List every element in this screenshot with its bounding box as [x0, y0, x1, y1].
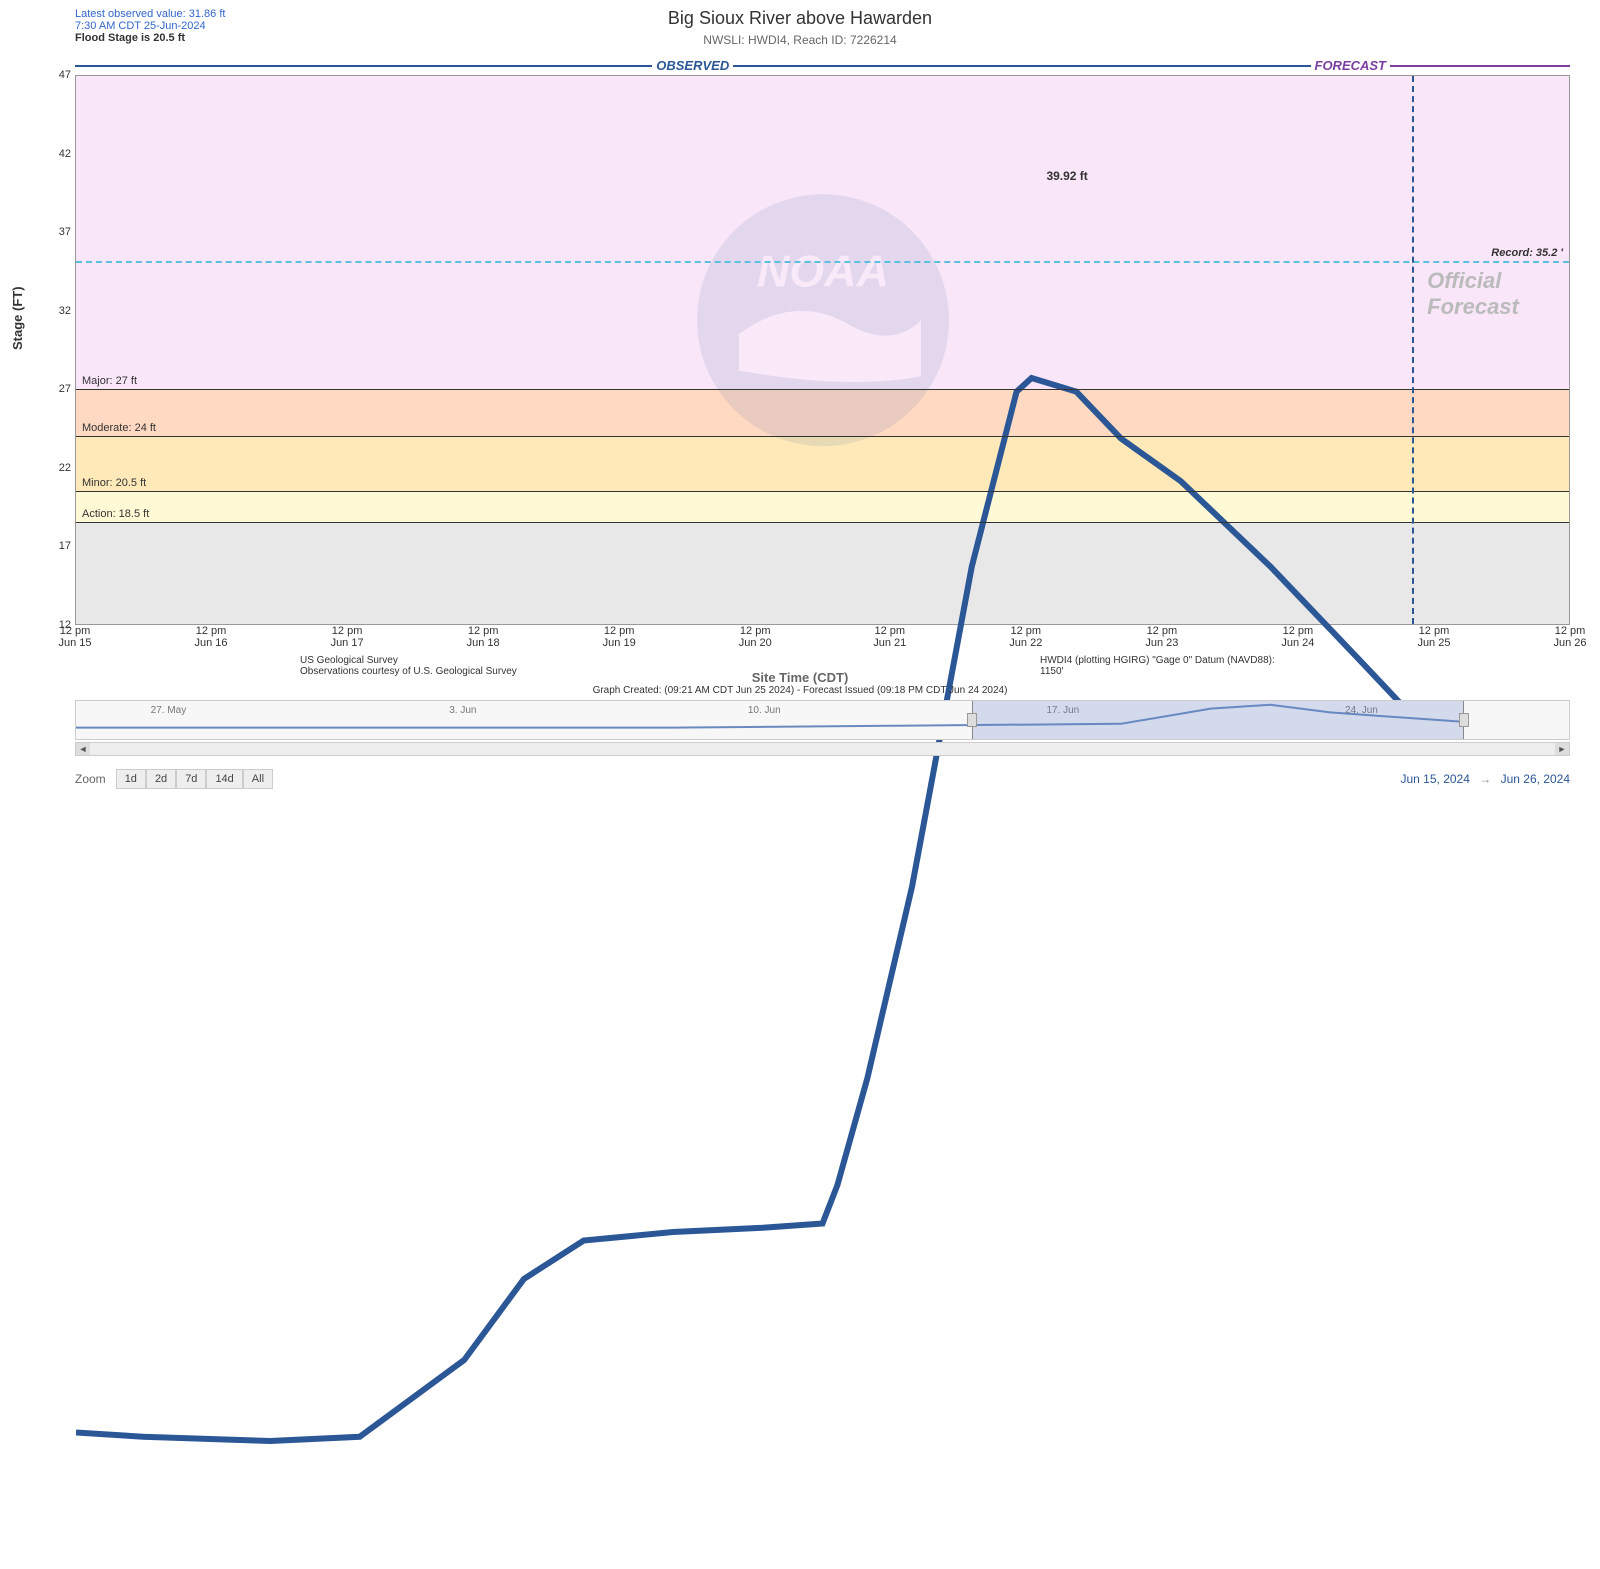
- x-tick: 12 pmJun 21: [873, 625, 906, 649]
- footnote-right: HWDI4 (plotting HGIRG) "Gage 0" Datum (N…: [1040, 655, 1275, 677]
- x-tick: 12 pmJun 17: [331, 625, 364, 649]
- record-line: [76, 261, 1569, 263]
- zoom-button-14d[interactable]: 14d: [206, 769, 242, 789]
- x-tick: 12 pmJun 26: [1553, 625, 1586, 649]
- y-tick: 47: [59, 69, 71, 81]
- graph-created-text: Graph Created: (09:21 AM CDT Jun 25 2024…: [0, 685, 1600, 696]
- y-axis-title: Stage (FT): [10, 286, 25, 350]
- x-tick: 12 pmJun 19: [603, 625, 636, 649]
- x-tick: 12 pmJun 15: [58, 625, 91, 649]
- scroll-right-button[interactable]: ►: [1555, 743, 1569, 755]
- navigator-scrollbar[interactable]: ◄ ►: [75, 742, 1570, 756]
- observed-label: OBSERVED: [652, 58, 733, 73]
- range-arrow-icon: →: [1473, 772, 1497, 786]
- threshold-label: Action: 18.5 ft: [82, 508, 149, 520]
- chart-subtitle: NWSLI: HWDI4, Reach ID: 7226214: [0, 33, 1600, 47]
- y-tick: 37: [59, 226, 71, 238]
- navigator[interactable]: 27. May3. Jun10. Jun17. Jun24. Jun: [75, 700, 1570, 740]
- y-tick: 32: [59, 305, 71, 317]
- info-block: Latest observed value: 31.86 ft 7:30 AM …: [75, 8, 225, 44]
- navigator-handle-left[interactable]: [967, 713, 977, 727]
- latest-observed: Latest observed value: 31.86 ft: [75, 8, 225, 20]
- forecast-label: FORECAST: [1311, 58, 1391, 73]
- date-range-display[interactable]: Jun 15, 2024 → Jun 26, 2024: [1401, 772, 1571, 786]
- zoom-button-7d[interactable]: 7d: [176, 769, 206, 789]
- x-tick: 12 pmJun 20: [739, 625, 772, 649]
- series-divider: OBSERVED FORECAST: [75, 58, 1570, 73]
- range-to[interactable]: Jun 26, 2024: [1501, 772, 1570, 786]
- threshold-label: Moderate: 24 ft: [82, 422, 156, 434]
- y-tick: 42: [59, 148, 71, 160]
- zoom-button-all[interactable]: All: [243, 769, 273, 789]
- navigator-tick: 10. Jun: [748, 705, 781, 716]
- zoom-button-group: Zoom 1d2d7d14dAll: [75, 769, 273, 789]
- official-forecast-watermark: OfficialForecast: [1427, 268, 1519, 320]
- x-tick: 12 pmJun 22: [1009, 625, 1042, 649]
- chart-title: Big Sioux River above Hawarden: [0, 8, 1600, 29]
- navigator-selection[interactable]: [972, 701, 1465, 739]
- threshold-line: [76, 491, 1569, 492]
- zoom-label: Zoom: [75, 772, 106, 786]
- threshold-line: [76, 522, 1569, 523]
- zoom-button-2d[interactable]: 2d: [146, 769, 176, 789]
- x-tick: 12 pmJun 23: [1145, 625, 1178, 649]
- threshold-label: Major: 27 ft: [82, 375, 137, 387]
- peak-label: 39.92 ft: [1046, 169, 1087, 183]
- navigator-tick: 27. May: [151, 705, 187, 716]
- y-axis: 1217222732374247: [35, 75, 75, 625]
- observed-series-line: [76, 76, 1569, 1569]
- forecast-divider-line: [1412, 76, 1414, 624]
- threshold-line: [76, 436, 1569, 437]
- navigator-tick: 3. Jun: [449, 705, 476, 716]
- zoom-button-1d[interactable]: 1d: [116, 769, 146, 789]
- scroll-left-button[interactable]: ◄: [76, 743, 90, 755]
- footnote-left: US Geological Survey Observations courte…: [300, 655, 517, 677]
- x-tick: 12 pmJun 24: [1281, 625, 1314, 649]
- range-from[interactable]: Jun 15, 2024: [1401, 772, 1470, 786]
- y-tick: 17: [59, 540, 71, 552]
- latest-time: 7:30 AM CDT 25-Jun-2024: [75, 20, 225, 32]
- record-label: Record: 35.2 ': [1491, 247, 1563, 259]
- navigator-handle-right[interactable]: [1459, 713, 1469, 727]
- flood-stage-text: Flood Stage is 20.5 ft: [75, 32, 225, 44]
- x-tick: 12 pmJun 25: [1417, 625, 1450, 649]
- y-tick: 22: [59, 462, 71, 474]
- threshold-line: [76, 389, 1569, 390]
- threshold-label: Minor: 20.5 ft: [82, 477, 146, 489]
- x-tick: 12 pmJun 18: [467, 625, 500, 649]
- chart-plot-area[interactable]: NOAA Major: 27 ftModerate: 24 ftMinor: 2…: [75, 75, 1570, 625]
- y-tick: 27: [59, 383, 71, 395]
- x-axis-title: Site Time (CDT): [0, 670, 1600, 685]
- x-tick: 12 pmJun 16: [195, 625, 228, 649]
